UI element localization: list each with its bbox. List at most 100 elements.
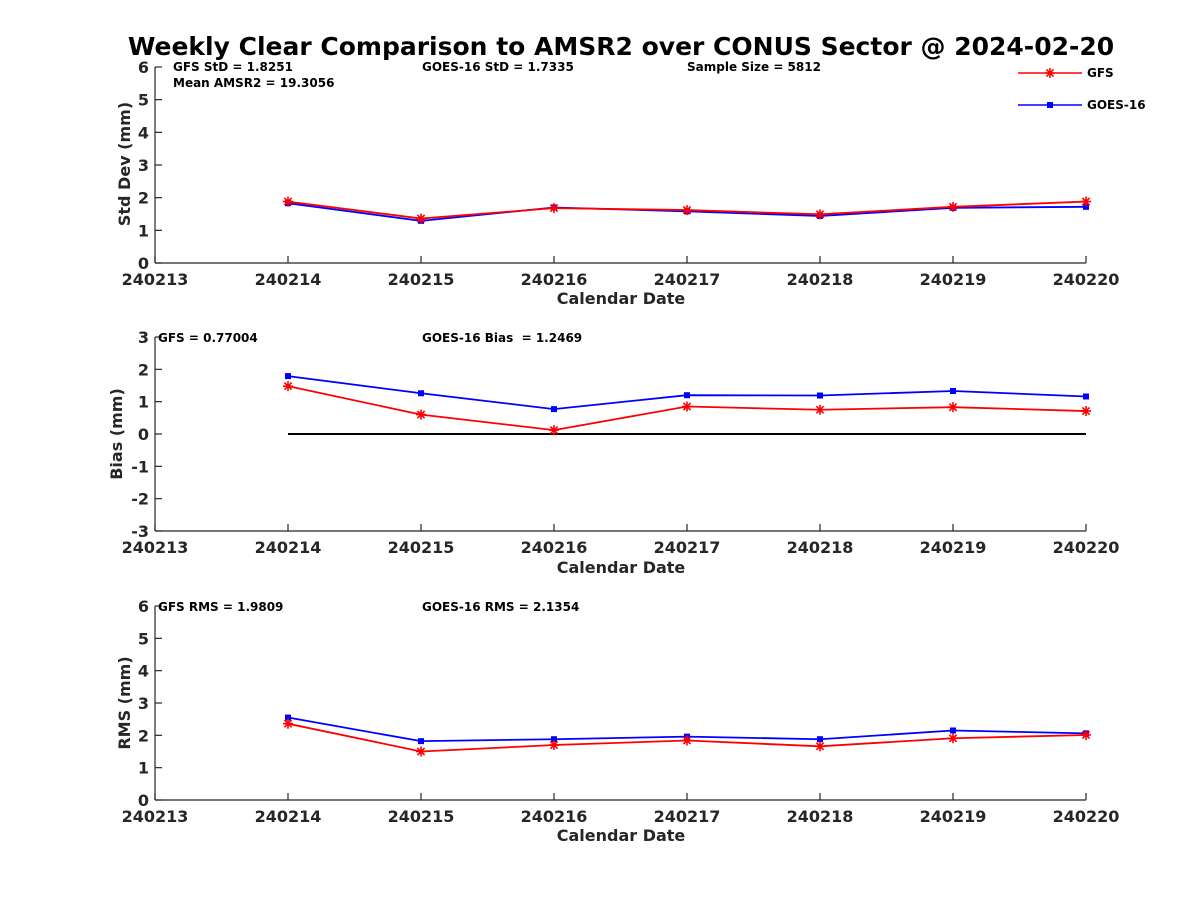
- bias-x-tick-label: 240220: [1053, 538, 1120, 557]
- bias-y-tick-label: -3: [131, 522, 149, 541]
- bias-x-tick-label: 240219: [920, 538, 987, 557]
- rms-gfs-annotation: GFS RMS = 1.9809: [158, 600, 283, 614]
- bias-y-tick-label: 2: [138, 360, 149, 379]
- bias-gfs-annotation: GFS = 0.77004: [158, 331, 258, 345]
- bias-goes16-point: [817, 392, 823, 399]
- bias-xlabel: Calendar Date: [557, 558, 686, 577]
- bias-y-tick-label: -1: [131, 457, 149, 476]
- rms-x-tick-label: 240220: [1053, 807, 1120, 826]
- std-dev-y-tick-label: 5: [138, 91, 149, 110]
- bias-goes16-point: [418, 390, 424, 397]
- std-dev-xlabel: Calendar Date: [557, 289, 686, 308]
- rms-ylabel: RMS (mm): [115, 656, 134, 749]
- std-dev-gfs-point: [1081, 196, 1091, 207]
- std-dev-goes16-annotation: GOES-16 StD = 1.7335: [422, 60, 574, 74]
- rms-gfs-point: [948, 733, 958, 744]
- rms-xlabel: Calendar Date: [557, 826, 686, 845]
- rms-y-tick-label: 2: [138, 726, 149, 745]
- std-dev-ylabel: Std Dev (mm): [115, 102, 134, 226]
- std-dev-y-tick-label: 2: [138, 189, 149, 208]
- bias-y-tick-label: 1: [138, 393, 149, 412]
- bias-goes16-point: [551, 406, 557, 413]
- bias-goes16-annotation: GOES-16 Bias = 1.2469: [422, 331, 582, 345]
- rms-goes16-annotation: GOES-16 RMS = 2.1354: [422, 600, 579, 614]
- rms-y-tick-label: 0: [138, 791, 149, 810]
- rms-goes16-point: [551, 736, 557, 743]
- rms-gfs-point: [1081, 730, 1091, 741]
- bias-ylabel: Bias (mm): [107, 388, 126, 480]
- std-dev-x-tick-label: 240218: [787, 270, 854, 289]
- bias-gfs-point: [682, 401, 692, 412]
- bias-y-tick-label: -2: [131, 490, 149, 509]
- std-dev-x-tick-label: 240216: [521, 270, 588, 289]
- legend-gfs-marker: [1045, 68, 1055, 78]
- panel-std-dev: 240213 240214 240215 240216 240217 240218 2402…: [115, 58, 1119, 308]
- rms-y-tick-label: 3: [138, 694, 149, 713]
- rms-goes16-point: [817, 736, 823, 743]
- rms-plot-area: 240213 240214 240215 240216 240217 240218 2402…: [122, 597, 1120, 826]
- rms-goes16-point: [418, 738, 424, 745]
- std-dev-x-tick-label: 240219: [920, 270, 987, 289]
- std-dev-y-tick-label: 6: [138, 58, 149, 77]
- bias-x-tick-label: 240218: [787, 538, 854, 557]
- mean-amsr2-annotation: Mean AMSR2 = 19.3056: [173, 76, 334, 90]
- rms-y-tick-label: 4: [138, 662, 149, 681]
- std-dev-gfs-point: [416, 213, 426, 224]
- bias-goes16-point: [950, 387, 956, 394]
- rms-x-tick-label: 240216: [521, 807, 588, 826]
- rms-x-tick-label: 240218: [787, 807, 854, 826]
- bias-goes16-point: [285, 373, 291, 380]
- std-dev-y-tick-label: 1: [138, 221, 149, 240]
- rms-goes16-point: [950, 727, 956, 734]
- bias-gfs-point: [283, 381, 293, 392]
- bias-gfs-point: [815, 404, 825, 415]
- chart-title: Weekly Clear Comparison to AMSR2 over CO…: [128, 32, 1114, 61]
- bias-y-tick-label: 3: [138, 328, 149, 347]
- rms-gfs-point: [283, 718, 293, 729]
- rms-y-tick-label: 1: [138, 759, 149, 778]
- bias-plot-area: 240213 240214 240215 240216 240217 240218 2402…: [122, 328, 1120, 557]
- bias-gfs-point: [948, 402, 958, 413]
- bias-x-tick-label: 240214: [255, 538, 322, 557]
- rms-gfs-point: [416, 746, 426, 757]
- std-dev-y-tick-label: 3: [138, 156, 149, 175]
- rms-x-tick-label: 240219: [920, 807, 987, 826]
- rms-x-tick-label: 240213: [122, 807, 189, 826]
- std-dev-gfs-point: [549, 203, 559, 214]
- panel-rms: 240213 240214 240215 240216 240217 240218 2402…: [115, 597, 1119, 845]
- bias-goes16-point: [684, 392, 690, 399]
- bias-gfs-point: [1081, 406, 1091, 417]
- std-dev-gfs-point: [283, 196, 293, 207]
- rms-x-tick-label: 240217: [654, 807, 721, 826]
- bias-x-tick-label: 240213: [122, 538, 189, 557]
- legend-gfs-label: GFS: [1087, 66, 1114, 80]
- std-dev-plot-area: 240213 240214 240215 240216 240217 240218 2402…: [122, 58, 1120, 289]
- std-dev-y-tick-label: 0: [138, 254, 149, 273]
- rms-gfs-point: [682, 735, 692, 746]
- rms-goes16-point: [285, 714, 291, 721]
- rms-x-tick-label: 240215: [388, 807, 455, 826]
- bias-gfs-point: [549, 425, 559, 436]
- bias-x-tick-label: 240215: [388, 538, 455, 557]
- bias-y-tick-label: 0: [138, 425, 149, 444]
- legend: GFS GOES-16: [1018, 66, 1146, 112]
- std-dev-gfs-point: [948, 201, 958, 212]
- legend-gfs-asterisk: [1045, 68, 1055, 78]
- std-dev-x-tick-label: 240215: [388, 270, 455, 289]
- std-dev-x-tick-label: 240217: [654, 270, 721, 289]
- rms-x-tick-label: 240214: [255, 807, 322, 826]
- bias-goes16-point: [1083, 393, 1089, 400]
- rms-gfs-point: [815, 741, 825, 752]
- bias-x-tick-label: 240216: [521, 538, 588, 557]
- std-dev-gfs-point: [682, 205, 692, 216]
- std-dev-goes16-point: [1083, 203, 1089, 210]
- legend-goes16-marker: [1047, 102, 1053, 108]
- bias-gfs-point: [416, 409, 426, 420]
- std-dev-gfs-point: [815, 209, 825, 220]
- rms-gfs-point: [549, 740, 559, 751]
- std-dev-x-tick-label: 240220: [1053, 270, 1120, 289]
- rms-y-tick-label: 5: [138, 629, 149, 648]
- rms-y-tick-label: 6: [138, 597, 149, 616]
- std-dev-y-tick-label: 4: [138, 123, 149, 142]
